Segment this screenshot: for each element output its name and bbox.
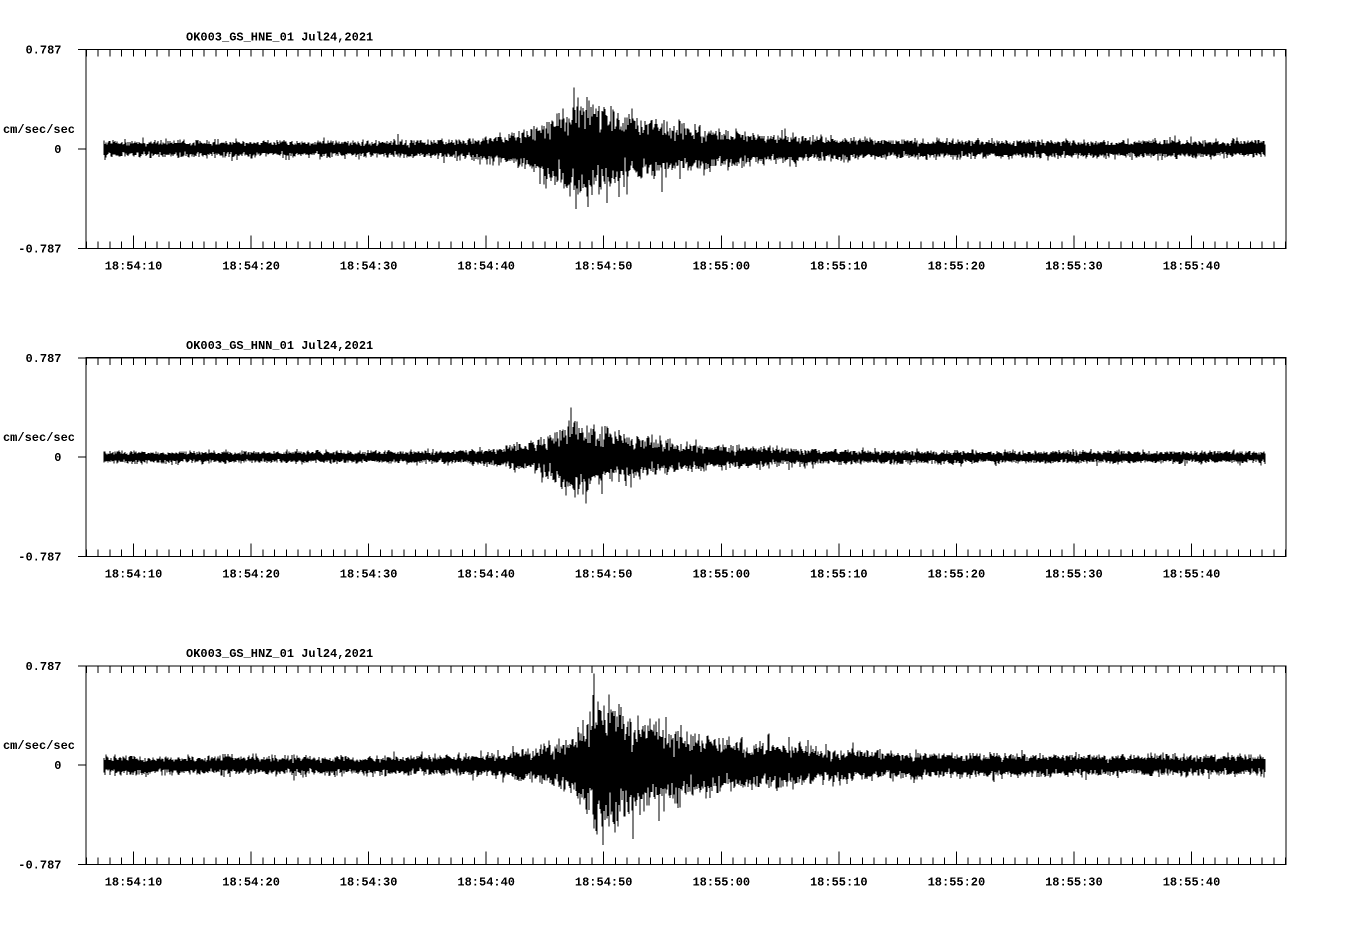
- svg-text:0.787: 0.787: [25, 660, 61, 674]
- svg-text:18:54:50: 18:54:50: [575, 259, 633, 273]
- svg-text:18:54:20: 18:54:20: [222, 568, 280, 582]
- svg-text:18:55:10: 18:55:10: [810, 259, 868, 273]
- svg-text:18:55:20: 18:55:20: [928, 876, 986, 890]
- svg-text:cm/sec/sec: cm/sec/sec: [3, 431, 75, 445]
- svg-text:18:55:10: 18:55:10: [810, 568, 868, 582]
- svg-text:OK003_GS_HNZ_01 Jul24,2021: OK003_GS_HNZ_01 Jul24,2021: [186, 647, 373, 661]
- svg-text:18:55:20: 18:55:20: [928, 568, 986, 582]
- svg-text:18:54:40: 18:54:40: [457, 568, 515, 582]
- svg-text:OK003_GS_HNE_01 Jul24,2021: OK003_GS_HNE_01 Jul24,2021: [186, 30, 373, 44]
- svg-text:18:55:40: 18:55:40: [1163, 876, 1221, 890]
- svg-text:18:55:10: 18:55:10: [810, 876, 868, 890]
- svg-text:18:55:00: 18:55:00: [692, 259, 750, 273]
- svg-text:18:55:40: 18:55:40: [1163, 259, 1221, 273]
- svg-text:0: 0: [54, 451, 61, 465]
- svg-text:cm/sec/sec: cm/sec/sec: [3, 739, 75, 753]
- svg-text:0.787: 0.787: [25, 43, 61, 57]
- svg-text:18:54:40: 18:54:40: [457, 876, 515, 890]
- svg-text:-0.787: -0.787: [18, 242, 61, 256]
- svg-text:-0.787: -0.787: [18, 551, 61, 565]
- svg-text:OK003_GS_HNN_01 Jul24,2021: OK003_GS_HNN_01 Jul24,2021: [186, 339, 373, 353]
- svg-text:-0.787: -0.787: [18, 859, 61, 873]
- svg-text:18:54:30: 18:54:30: [340, 259, 398, 273]
- svg-text:18:54:20: 18:54:20: [222, 259, 280, 273]
- svg-text:18:55:20: 18:55:20: [928, 259, 986, 273]
- svg-text:18:54:30: 18:54:30: [340, 876, 398, 890]
- svg-text:0: 0: [54, 759, 61, 773]
- svg-text:18:54:10: 18:54:10: [105, 259, 163, 273]
- svg-text:18:54:10: 18:54:10: [105, 876, 163, 890]
- svg-text:18:55:40: 18:55:40: [1163, 568, 1221, 582]
- svg-text:18:55:30: 18:55:30: [1045, 876, 1103, 890]
- svg-text:18:54:40: 18:54:40: [457, 259, 515, 273]
- svg-text:0: 0: [54, 143, 61, 157]
- svg-text:18:55:00: 18:55:00: [692, 876, 750, 890]
- svg-text:18:55:30: 18:55:30: [1045, 259, 1103, 273]
- svg-text:0.787: 0.787: [25, 352, 61, 366]
- svg-text:18:54:20: 18:54:20: [222, 876, 280, 890]
- svg-text:18:55:00: 18:55:00: [692, 568, 750, 582]
- svg-text:cm/sec/sec: cm/sec/sec: [3, 123, 75, 137]
- svg-text:18:54:10: 18:54:10: [105, 568, 163, 582]
- svg-text:18:54:30: 18:54:30: [340, 568, 398, 582]
- svg-text:18:54:50: 18:54:50: [575, 876, 633, 890]
- svg-text:18:55:30: 18:55:30: [1045, 568, 1103, 582]
- svg-text:18:54:50: 18:54:50: [575, 568, 633, 582]
